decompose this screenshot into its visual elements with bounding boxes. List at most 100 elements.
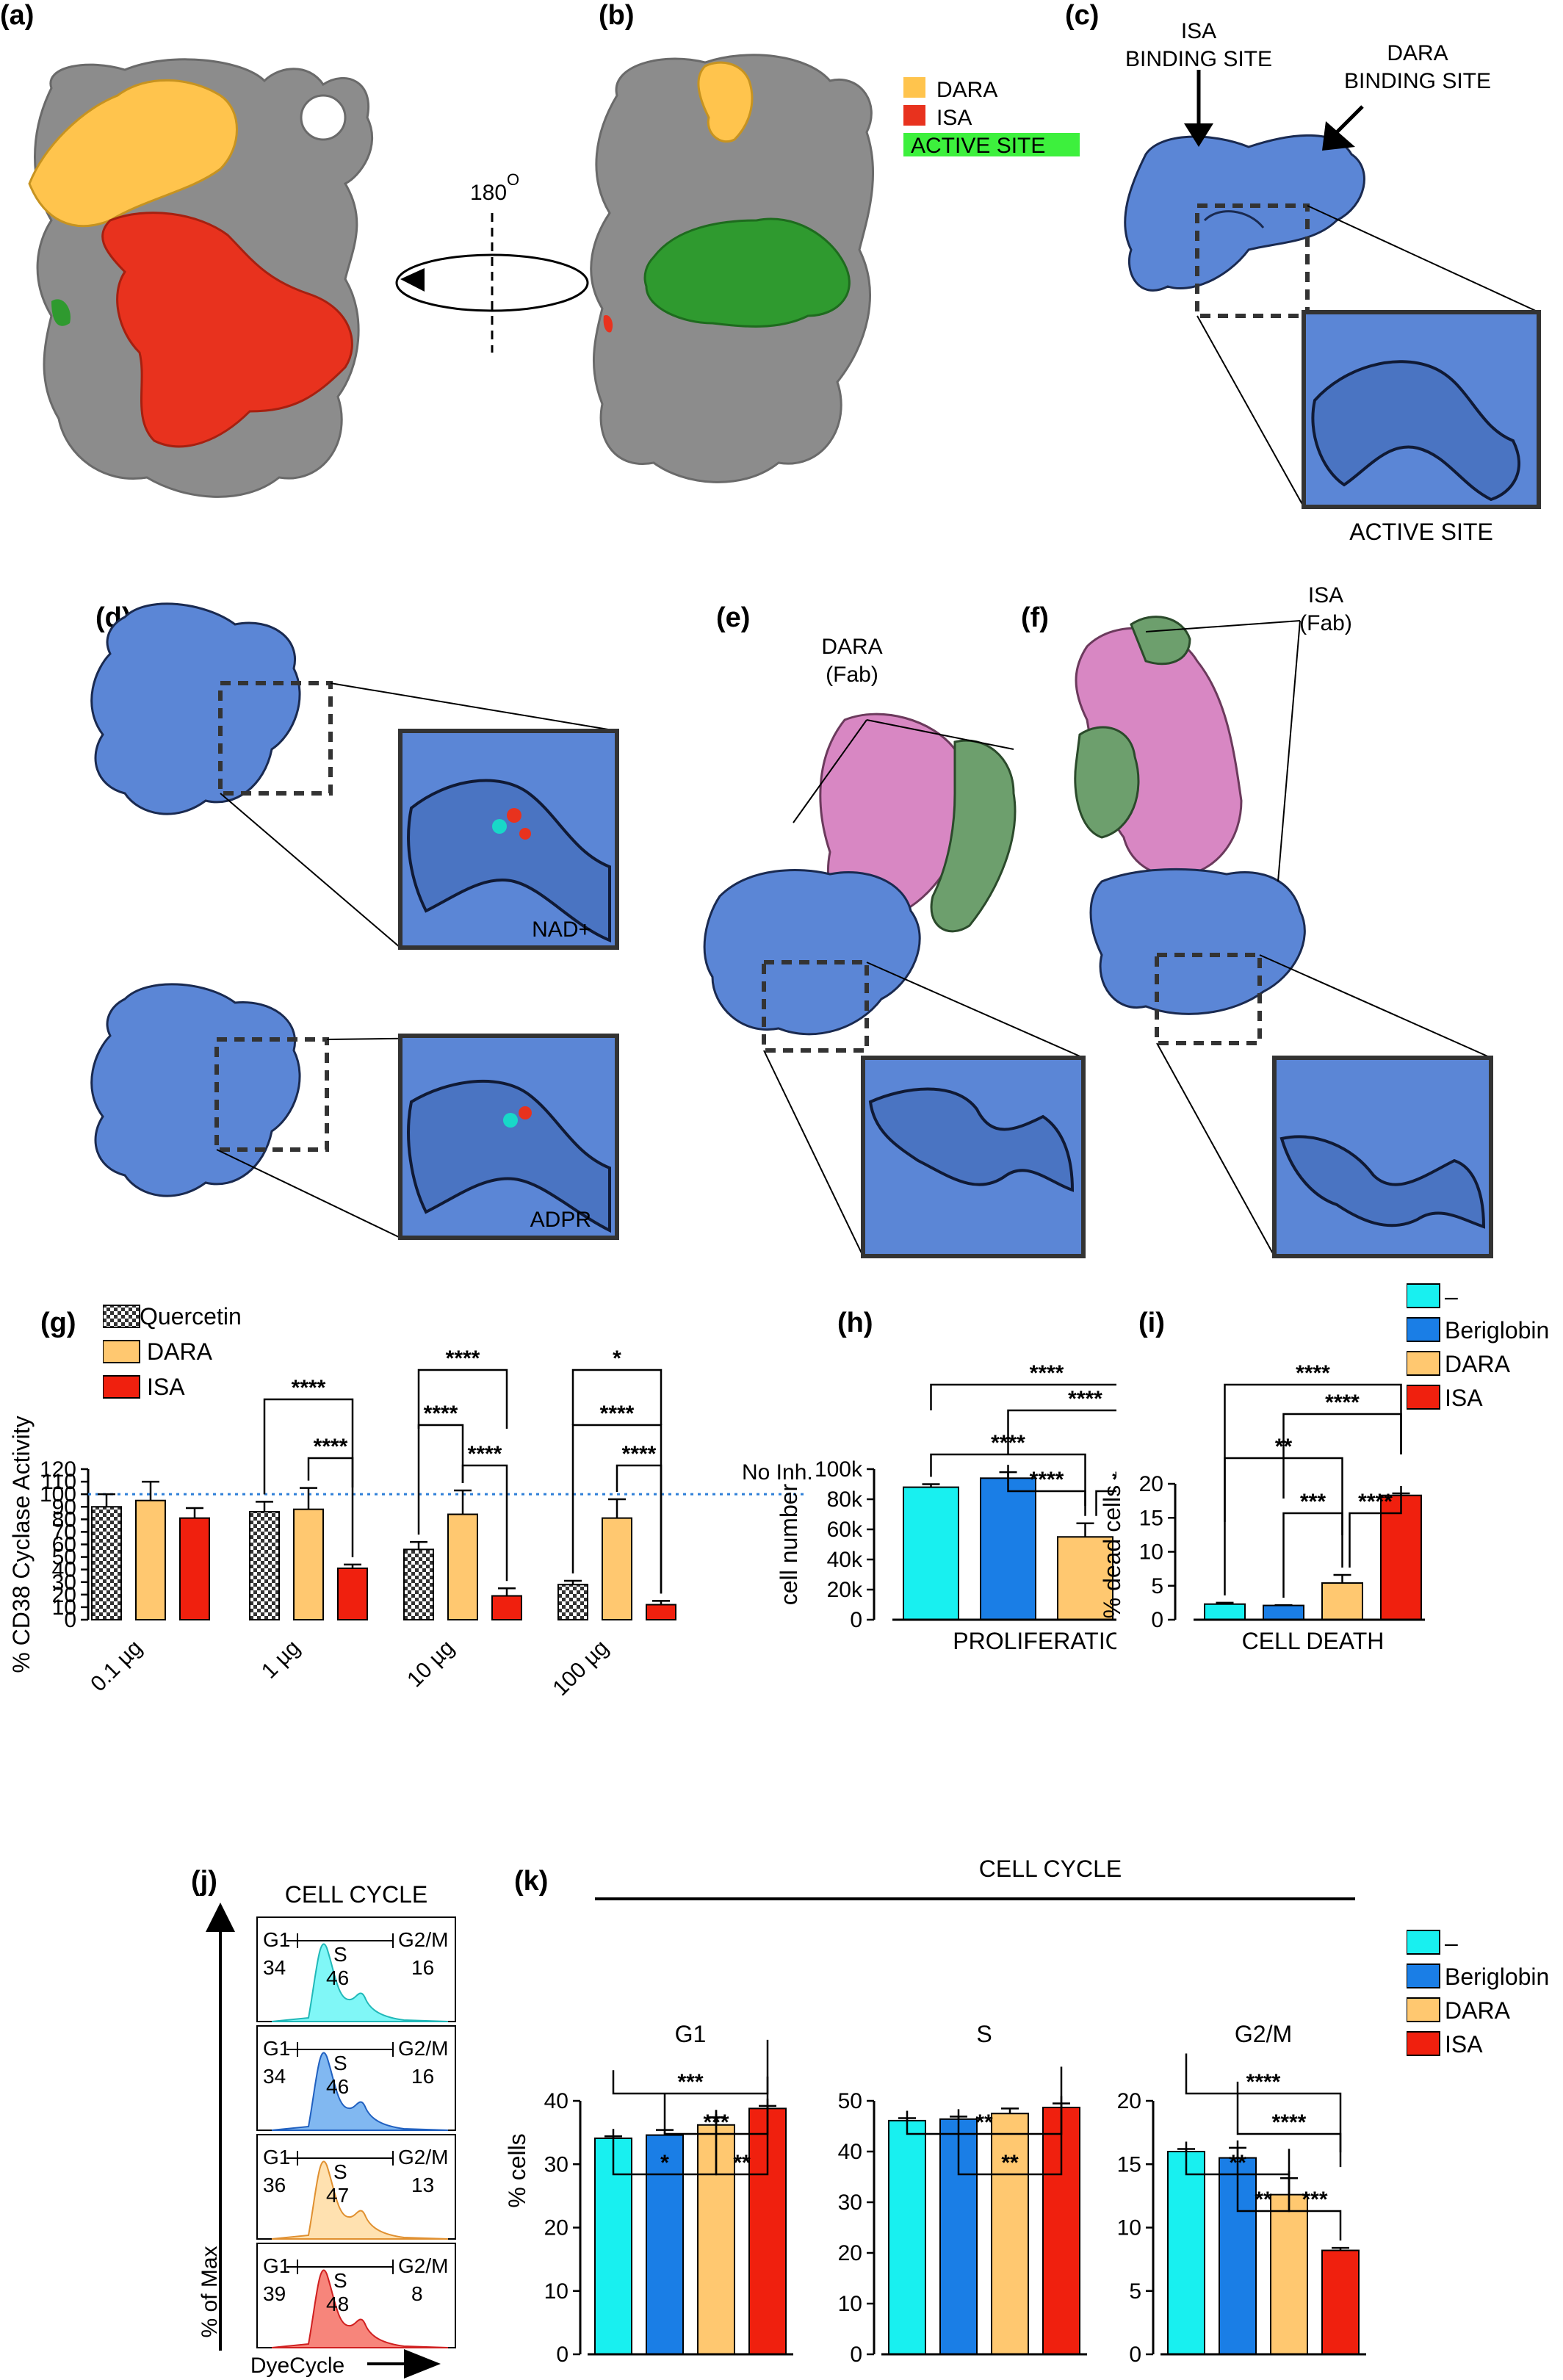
i-sig-beri-dara: *** (1282, 1490, 1343, 1598)
chart-h-bar (1057, 1536, 1113, 1620)
chart-k-ytick-label: 15 (1117, 2152, 1141, 2177)
k-g1-sig-dara-isa: ** (715, 2098, 769, 2176)
sig-100ug-q-isa-label: **** (600, 1402, 635, 1426)
panel-j-g2m-value: 16 (411, 2065, 434, 2088)
sig-1ug-q-isa-label: **** (292, 1376, 326, 1400)
chart-i-ytick-label: 0 (1151, 1608, 1163, 1632)
sig-1ug-d-isa-line (307, 1457, 354, 1557)
h-sig-none-dara-line (930, 1453, 1086, 1506)
chart-h-ytick-label: 80k (827, 1488, 863, 1512)
sig-100ug-top: * (571, 1346, 663, 1425)
k-g2m-sig-none-isa-label: **** (1246, 2070, 1281, 2094)
chart-k-bar (646, 2134, 684, 2355)
chart-g-bar (403, 1548, 434, 1621)
panel-j-s-label: S (333, 2052, 347, 2074)
chart-g-ytick-label: 90 (52, 1495, 76, 1519)
k-g1-sig-none-isa-line (612, 2039, 769, 2095)
h-sig-none-isa: **** (930, 1361, 1116, 1410)
chart-g-ytick-label: 40 (52, 1558, 76, 1582)
h-sig-beri-isa: **** (1007, 1387, 1116, 1454)
panel-j-histogram (271, 2269, 449, 2348)
i-sig-beri-dara-line (1282, 1512, 1343, 1598)
i-sig-dara-isa: **** (1349, 1485, 1402, 1568)
legend-isa-swatch (903, 105, 925, 126)
panel-label-g: (g) (40, 1308, 76, 1338)
chart-g-ytick-label: 110 (41, 1470, 76, 1494)
panel-j-xlabel: DyeCycle (250, 2354, 344, 2378)
legend-k-none-label: – (1445, 1930, 1458, 1956)
panel-label-h: (h) (837, 1308, 873, 1338)
panel-j-s-label: S (333, 2269, 347, 2292)
chart-k-ytick-label: 20 (838, 2241, 862, 2265)
h-sig-dara-isa-line (1095, 1490, 1116, 1516)
structure-c (1124, 70, 1541, 509)
chart-g-ytick-label: 30 (52, 1571, 76, 1595)
chart-h: 0 20k 40k 60k 80k 100k cell number PROLIFERATIO… (779, 1361, 1116, 1654)
legend-g-isa-swatch (102, 1375, 140, 1399)
chart-g-xtick-label: 1 µg (257, 1636, 305, 1684)
legend-top: DARA ISA ACTIVE SITE (903, 77, 1080, 158)
legend-active-label: ACTIVE SITE (911, 134, 1045, 158)
legend-quercetin-swatch (102, 1305, 140, 1328)
chart-k-ytick-label: 10 (838, 2292, 862, 2316)
chart-g-ylabel: % CD38 Cyclase Activity (8, 1416, 35, 1673)
chart-h-bar (980, 1477, 1036, 1620)
chart-k-ytick-label: 30 (838, 2190, 862, 2215)
chart-g-bar (135, 1499, 166, 1621)
chart-g-xtick-label: 0.1 µg (86, 1636, 147, 1697)
legend-hi: – Beriglobin DARA ISA (1406, 1278, 1561, 1429)
k-g2m-sig-beri-isa: **** (1236, 2081, 1342, 2168)
chart-i-ytick-label: 15 (1139, 1506, 1163, 1530)
chart-i-bar (1321, 1582, 1363, 1620)
chart-k-bar (1270, 2193, 1308, 2355)
legend-hi-dara-label: DARA (1445, 1351, 1511, 1377)
h-sig-beri-dara: **** (1007, 1465, 1086, 1516)
chart-k-subtitle: G1 (675, 2021, 707, 2047)
chart-k-bar (991, 2113, 1029, 2355)
chart-h-ytick-label: 40k (827, 1548, 863, 1572)
chart-k-subtitle: G2/M (1235, 2021, 1292, 2047)
adpr-label: ADPR (530, 1208, 591, 1232)
chart-k-bar (1167, 2151, 1205, 2355)
sig-100ug-d-isa: **** (616, 1442, 663, 1594)
k-g2m-sig-beri-isa-label: **** (1272, 2110, 1307, 2135)
isa-site-line1: ISA (1181, 19, 1216, 43)
h-sig-none-dara: **** (930, 1431, 1086, 1506)
k-g1-sig-none-isa: *** (612, 2039, 769, 2095)
i-sig-none-isa-label: **** (1296, 1361, 1330, 1385)
chart-k-ytick-label: 10 (544, 2279, 568, 2304)
panel-j-g2m-label: G2/M (398, 2037, 448, 2060)
i-sig-beri-isa-line (1282, 1413, 1402, 1499)
chart-g-ytick-label: 100 (40, 1482, 76, 1507)
chart-k-subtitle: S (976, 2021, 992, 2047)
legend-k-beriglobin-label: Beriglobin (1445, 1964, 1549, 1990)
panel-label-i: (i) (1138, 1308, 1165, 1338)
dara-site-line1: DARA (1387, 41, 1448, 65)
panel-label-c: (c) (1065, 0, 1100, 31)
chart-k-ytick-label: 0 (850, 2343, 862, 2367)
panel-j-s-value: 47 (326, 2184, 349, 2207)
k-g1-sig-dara-isa-label: ** (733, 2151, 751, 2175)
legend-hi-none-swatch (1406, 1283, 1440, 1308)
legend-g-dara-label: DARA (147, 1338, 213, 1365)
h-sig-beri-dara-line (1007, 1465, 1086, 1516)
chart-i-xlabel: CELL DEATH (1242, 1628, 1385, 1654)
sig-100ug-d-isa-line (616, 1464, 663, 1594)
chart-k-ytick-label: 5 (1129, 2279, 1141, 2304)
legend-g: Quercetin DARA ISA (102, 1297, 397, 1418)
panel-j-g1-label: G1 (263, 1928, 290, 1951)
panel-j-histogram (271, 2160, 449, 2240)
legend-hi-dara-swatch (1406, 1351, 1440, 1376)
i-sig-beri-isa: **** (1282, 1391, 1402, 1499)
k-g2m-sig-dara-isa-label: *** (1302, 2188, 1327, 2212)
legend-hi-isa-swatch (1406, 1385, 1440, 1410)
panel-j-g1-label: G1 (263, 2146, 290, 2168)
legend-active-swatch (903, 133, 1080, 156)
panel-label-e: (e) (716, 602, 751, 633)
k-g2m-sig-beri-isa-line (1236, 2081, 1342, 2168)
panel-j-g2m-value: 16 (411, 1956, 434, 1979)
panel-j-xarrow-head (404, 2349, 441, 2379)
chart-h-xlabel: PROLIFERATION (953, 1628, 1116, 1654)
k-g2m-sig-dara-isa-line (1288, 2171, 1342, 2241)
